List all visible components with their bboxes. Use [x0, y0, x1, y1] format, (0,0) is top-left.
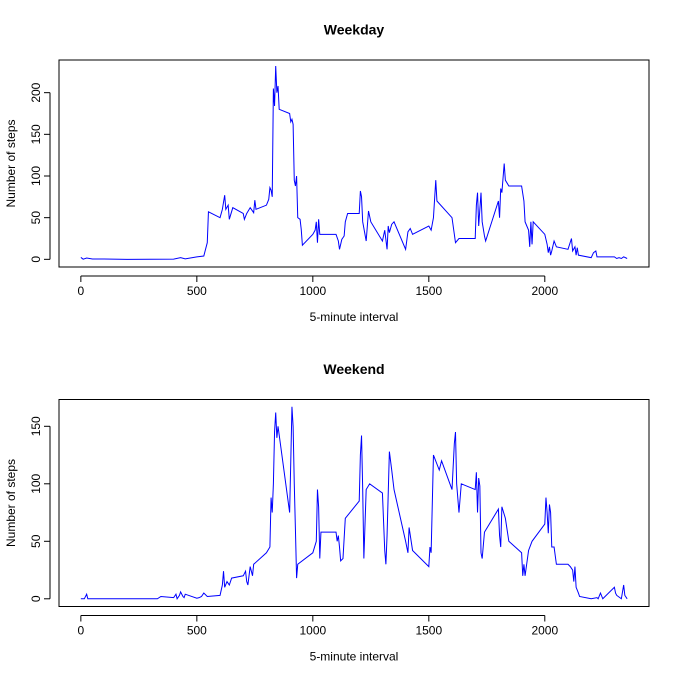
data-line: [80, 65, 628, 260]
y-tick-label: 150: [29, 124, 43, 144]
y-tick-label: 50: [29, 211, 43, 225]
x-tick-label: 2000: [531, 284, 558, 298]
y-tick-label: 0: [29, 595, 43, 602]
y-axis-label: Number of steps: [4, 459, 18, 547]
chart-title: Weekday: [324, 22, 385, 38]
plot-box: [58, 399, 650, 607]
y-tick-label: 0: [29, 256, 43, 263]
y-tick-label: 50: [29, 534, 43, 548]
y-tick-label: 100: [29, 473, 43, 493]
y-tick-label: 150: [29, 416, 43, 436]
x-axis-label: 5-minute interval: [310, 310, 399, 324]
x-tick-label: 1500: [415, 284, 442, 298]
x-tick-label: 1000: [299, 284, 326, 298]
x-tick-label: 0: [78, 624, 85, 638]
x-axis-label: 5-minute interval: [310, 650, 399, 664]
y-tick-label: 200: [29, 82, 43, 102]
data-line: [80, 406, 628, 600]
chart-title: Weekend: [323, 361, 384, 377]
x-tick-label: 500: [187, 284, 207, 298]
x-tick-label: 1000: [299, 624, 326, 638]
y-axis-label: Number of steps: [4, 119, 18, 207]
x-tick-label: 1500: [415, 624, 442, 638]
plot-box: [58, 59, 650, 268]
x-tick-label: 500: [187, 624, 207, 638]
x-tick-label: 2000: [531, 624, 558, 638]
y-tick-label: 100: [29, 166, 43, 186]
x-tick-label: 0: [78, 284, 85, 298]
